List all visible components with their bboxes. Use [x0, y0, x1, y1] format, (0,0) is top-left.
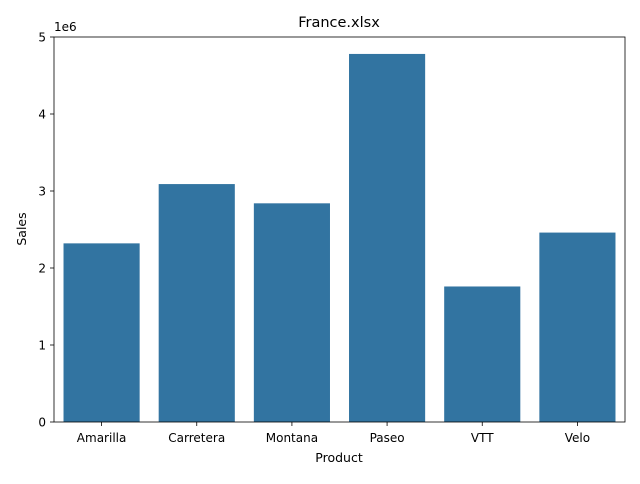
y-axis-label: Sales: [14, 212, 29, 245]
bar-amarilla: [63, 243, 140, 422]
y-tick-label: 2: [38, 262, 46, 276]
x-axis-ticks: Amarilla Carretera Montana Paseo VTT Velo: [77, 422, 590, 445]
bar-paseo: [349, 53, 426, 422]
x-tick-label: Velo: [565, 431, 590, 445]
bar-montana: [253, 203, 330, 422]
y-axis-ticks: 0 1 2 3 4 5: [38, 31, 54, 430]
x-tick-label: Paseo: [370, 431, 405, 445]
x-tick-label: Montana: [266, 431, 318, 445]
y-tick-label: 4: [38, 108, 46, 122]
y-tick-label: 1: [38, 339, 46, 353]
chart-title: France.xlsx: [298, 15, 380, 31]
bar-carretera: [158, 184, 235, 422]
bar-vtt: [444, 286, 521, 422]
y-axis-offset-label: 1e6: [54, 20, 77, 34]
x-axis-label: Product: [315, 450, 363, 465]
axes-spines: [53, 36, 626, 423]
y-tick-label: 0: [38, 416, 46, 430]
bar-velo: [539, 232, 616, 422]
y-tick-label: 3: [38, 185, 46, 199]
x-tick-label: VTT: [471, 431, 494, 445]
plot-frame: [53, 36, 626, 423]
x-tick-label: Carretera: [168, 431, 225, 445]
bars-group: [63, 53, 616, 422]
x-tick-label: Amarilla: [77, 431, 127, 445]
y-tick-label: 5: [38, 31, 46, 45]
